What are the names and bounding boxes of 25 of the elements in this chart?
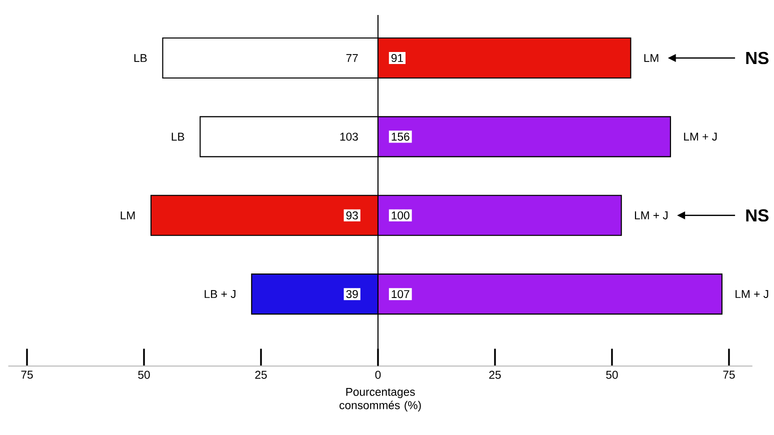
y-tick-label: LB + J bbox=[204, 290, 236, 298]
y-tick-label: LB bbox=[172, 132, 184, 141]
annotation: 93 bbox=[346, 211, 358, 220]
annotation: 107 bbox=[392, 290, 410, 298]
y2-tick-label: LM + J bbox=[634, 211, 668, 220]
annotation: 100 bbox=[392, 211, 410, 220]
x-tick-label: 75 bbox=[21, 370, 33, 379]
x-tick-label: 0 bbox=[375, 370, 381, 379]
annotation: 77 bbox=[346, 54, 358, 62]
annotation: 91 bbox=[391, 54, 403, 62]
x-tick-label: 25 bbox=[489, 370, 501, 379]
y2-tick-label: LM bbox=[644, 54, 658, 62]
x-tick-label: 75 bbox=[723, 370, 735, 379]
x-tick-label: 25 bbox=[255, 370, 267, 379]
y-tick-label: LB bbox=[134, 54, 147, 62]
annotation: 103 bbox=[340, 132, 358, 141]
annotation: 156 bbox=[392, 132, 410, 141]
annotation: 39 bbox=[346, 290, 358, 298]
annotation: NS bbox=[746, 52, 768, 64]
y2-tick-label: LM + J bbox=[684, 132, 717, 141]
y2-tick-label: LM + J bbox=[736, 290, 768, 298]
x-tick-label: 50 bbox=[138, 370, 150, 379]
x-tick-label: 50 bbox=[606, 370, 618, 379]
x-axis-title: Pourcentages consommés (%) bbox=[340, 388, 421, 412]
annotation: NS bbox=[746, 209, 768, 222]
